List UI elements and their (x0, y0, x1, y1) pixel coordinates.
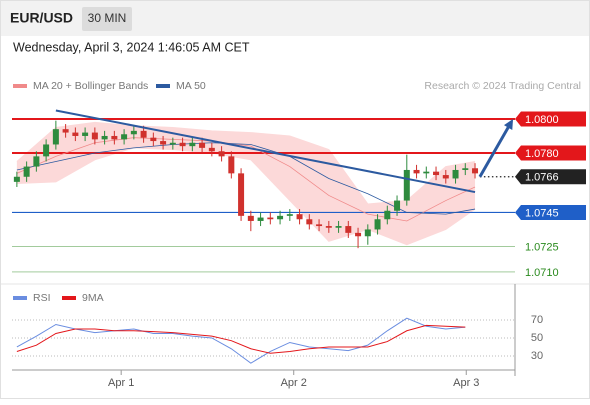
candle-body (130, 130, 137, 135)
candle-body (101, 135, 108, 140)
candle-body (23, 166, 30, 177)
candle-body (277, 215, 284, 220)
candle-body (160, 141, 167, 145)
x-tick-label: Apr 3 (453, 377, 479, 389)
candle-body (121, 134, 128, 140)
candle-body (316, 224, 323, 227)
candle-body (452, 169, 459, 179)
arrow-head (503, 118, 514, 130)
rsi-tick-label: 50 (531, 332, 543, 344)
trendline (55, 109, 476, 194)
candle-body (33, 156, 40, 167)
legend-swatch (13, 296, 27, 300)
timestamp: Wednesday, April 3, 2024 1:46:05 AM CET (13, 40, 250, 54)
candle-body (140, 130, 147, 138)
legend-label: RSI (33, 292, 51, 304)
candle-body (286, 214, 293, 216)
level-label: 1.0800 (525, 114, 559, 126)
candle-body (267, 217, 274, 220)
candle-body (72, 132, 79, 136)
legend-swatch (156, 84, 170, 88)
rsi-line (16, 317, 466, 364)
bollinger-band (16, 122, 476, 245)
candle-body (394, 200, 401, 211)
candle-body (433, 171, 440, 176)
interval[interactable]: 30 MIN (88, 11, 127, 25)
legend-swatch (62, 296, 76, 300)
candle-body (189, 142, 196, 147)
candle-body (335, 226, 342, 228)
legend-label: MA 50 (176, 80, 206, 92)
candle-body (218, 151, 225, 157)
candle-body (199, 142, 206, 148)
candle-body (345, 226, 352, 233)
candle-body (169, 142, 176, 145)
candle-body (247, 215, 254, 221)
candle-body (13, 176, 20, 182)
level-label: 1.0745 (525, 207, 559, 219)
candle-body (238, 173, 245, 216)
candle-body (355, 232, 362, 237)
candle-body (462, 168, 469, 170)
candle-body (91, 132, 98, 140)
level-tag (515, 111, 586, 127)
rsi-tick-label: 70 (531, 314, 543, 326)
candle-body (179, 142, 186, 147)
legend-swatch (13, 84, 27, 88)
level-tag (515, 204, 586, 220)
candle-body (228, 156, 235, 174)
rsi-line (16, 324, 466, 354)
candle-body (364, 229, 371, 237)
bollinger-lower (16, 147, 476, 246)
legend-label: MA 20 + Bollinger Bands (33, 80, 148, 92)
candle-body (52, 129, 59, 145)
candle-body (43, 144, 50, 157)
interval-box[interactable] (82, 7, 132, 31)
candle-body (423, 171, 430, 174)
candle-body (306, 219, 313, 225)
forecast-arrow (478, 123, 512, 178)
x-tick-label: Apr 2 (281, 377, 307, 389)
candle-body (403, 169, 410, 201)
rsi-tick-label: 30 (531, 350, 543, 362)
candle-body (82, 132, 89, 136)
ma50-line (16, 142, 476, 215)
candle-body (111, 135, 118, 140)
candle-body (384, 210, 391, 220)
candle-body (442, 175, 449, 179)
candle-body (374, 219, 381, 230)
level-label: 1.0780 (525, 148, 559, 160)
candle-body (296, 214, 303, 220)
candle-body (472, 168, 479, 174)
source: Research © 2024 Trading Central (424, 80, 581, 92)
symbol: EUR/USD (10, 10, 73, 26)
candle-body (257, 217, 264, 221)
level-tag (515, 169, 586, 185)
x-tick-label: Apr 1 (108, 377, 134, 389)
candle-body (62, 129, 69, 133)
legend-label: 9MA (82, 292, 104, 304)
candle-body (413, 169, 420, 174)
level-label: 1.0725 (525, 241, 559, 253)
candle-body (325, 226, 332, 228)
level-label: 1.0766 (525, 172, 559, 184)
candle-body (150, 137, 157, 142)
level-tag (515, 145, 586, 161)
level-label: 1.0710 (525, 267, 559, 279)
candle-body (208, 147, 215, 152)
